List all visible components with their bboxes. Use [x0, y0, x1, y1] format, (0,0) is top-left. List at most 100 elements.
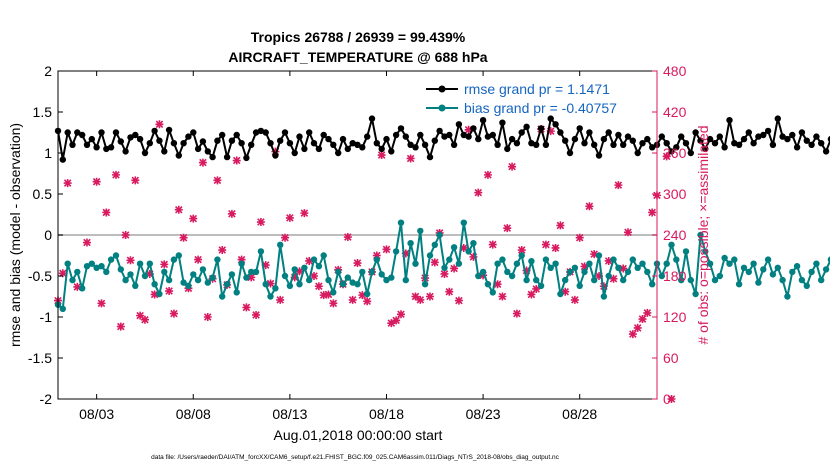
legend-bias-marker — [438, 104, 446, 112]
count-marker-76 — [440, 269, 449, 278]
count-marker-shape — [290, 273, 299, 282]
bias-point-144 — [750, 260, 757, 267]
count-marker-25 — [194, 255, 203, 264]
bias-point-101 — [542, 256, 550, 263]
rmse-point-94 — [508, 135, 516, 143]
rmse-point-132 — [692, 129, 699, 136]
bias-point-39 — [243, 274, 250, 281]
rmse-point-110 — [586, 129, 593, 136]
bias-point-3 — [69, 276, 76, 284]
rmse-point-148 — [769, 141, 777, 148]
count-marker-shape — [237, 255, 246, 264]
count-marker-110 — [604, 256, 613, 265]
count-marker-58 — [353, 259, 362, 268]
bias-point-129 — [678, 276, 685, 284]
x-axis-label: Aug.01,2018 00:00:00 start — [274, 427, 443, 443]
count-marker-shape — [218, 246, 227, 255]
count-marker-121 — [662, 152, 671, 161]
bias-point-89 — [484, 281, 492, 288]
bias-point-59 — [339, 281, 347, 288]
count-marker-shape — [160, 260, 169, 269]
count-marker-87 — [493, 280, 502, 289]
count-marker-shape — [136, 311, 145, 320]
y-left-tick-label: -0.5 — [28, 268, 52, 284]
count-marker-shape — [252, 310, 261, 319]
count-marker-shape — [189, 214, 198, 223]
rmse-point-102 — [547, 115, 554, 122]
bias-point-9 — [98, 263, 105, 270]
bias-point-7 — [88, 260, 96, 267]
rmse-point-2 — [64, 129, 71, 136]
rmse-point-134 — [702, 145, 709, 153]
rmse-point-136 — [711, 140, 719, 147]
bias-point-45 — [272, 285, 279, 292]
rmse-point-106 — [566, 149, 574, 157]
rmse-point-93 — [504, 145, 511, 153]
count-marker-shape — [503, 224, 512, 233]
rmse-point-77 — [426, 153, 434, 161]
bias-point-12 — [112, 252, 120, 259]
count-marker-68 — [401, 249, 410, 258]
count-marker-119 — [648, 208, 657, 217]
rmse-point-1 — [59, 156, 66, 163]
count-marker-shape — [305, 256, 314, 265]
rmse-point-43 — [262, 129, 269, 136]
rmse-point-142 — [740, 135, 748, 143]
count-marker-shape — [493, 280, 502, 289]
rmse-point-9 — [98, 129, 105, 136]
bias-point-122 — [644, 268, 651, 276]
data-file-footer: data file: /Users/raeder/DAI/ATM_forcXX/… — [151, 454, 560, 461]
count-marker-44 — [285, 213, 294, 222]
y-right-tick-label: 60 — [663, 350, 679, 366]
count-marker-11 — [126, 256, 135, 265]
count-marker-15 — [145, 269, 154, 278]
bias-point-4 — [74, 268, 81, 276]
bias-point-44 — [267, 293, 274, 300]
rmse-point-96 — [518, 129, 525, 136]
count-marker-shape — [508, 162, 517, 171]
bias-point-135 — [706, 260, 714, 267]
count-marker-103 — [570, 295, 579, 304]
count-marker-shape — [295, 267, 304, 276]
bias-point-108 — [576, 282, 583, 289]
bias-point-147 — [764, 256, 772, 263]
rmse-point-11 — [107, 144, 115, 151]
count-marker-shape — [570, 295, 579, 304]
rmse-point-22 — [161, 148, 168, 155]
bias-point-61 — [349, 279, 356, 286]
count-marker-49 — [310, 272, 319, 280]
bias-point-83 — [455, 260, 463, 267]
count-marker-shape — [551, 243, 560, 252]
count-marker-107 — [590, 250, 599, 259]
bias-point-159 — [822, 266, 830, 273]
count-marker-shape — [401, 249, 410, 258]
y-right-tick-label: 240 — [663, 227, 687, 243]
bias-point-33 — [214, 256, 221, 263]
count-marker-shape — [599, 282, 608, 291]
count-marker-shape — [628, 330, 637, 339]
count-marker-29 — [213, 176, 222, 185]
bias-point-105 — [562, 276, 569, 284]
rmse-point-16 — [132, 131, 139, 139]
rmse-point-34 — [219, 131, 226, 139]
count-marker-1 — [58, 269, 67, 278]
rmse-point-52 — [306, 129, 313, 136]
legend: rmse grand pr = 1.1471 bias grand pr = -… — [426, 81, 617, 116]
bias-point-63 — [359, 268, 366, 276]
count-marker-shape — [648, 208, 657, 217]
count-marker-shape — [479, 271, 488, 280]
bias-point-48 — [286, 282, 294, 289]
bias-point-58 — [335, 268, 342, 276]
count-marker-114 — [624, 228, 633, 237]
count-marker-shape — [58, 269, 67, 278]
count-marker-shape — [194, 255, 203, 264]
count-marker-17 — [155, 120, 164, 129]
rmse-point-31 — [204, 148, 211, 155]
rmse-point-109 — [581, 140, 588, 147]
count-marker-shape — [353, 259, 362, 268]
count-marker-4 — [82, 238, 91, 247]
count-marker-shape — [203, 313, 212, 321]
rmse-point-36 — [228, 137, 236, 144]
bias-point-118 — [624, 268, 632, 276]
count-markers — [54, 120, 676, 403]
